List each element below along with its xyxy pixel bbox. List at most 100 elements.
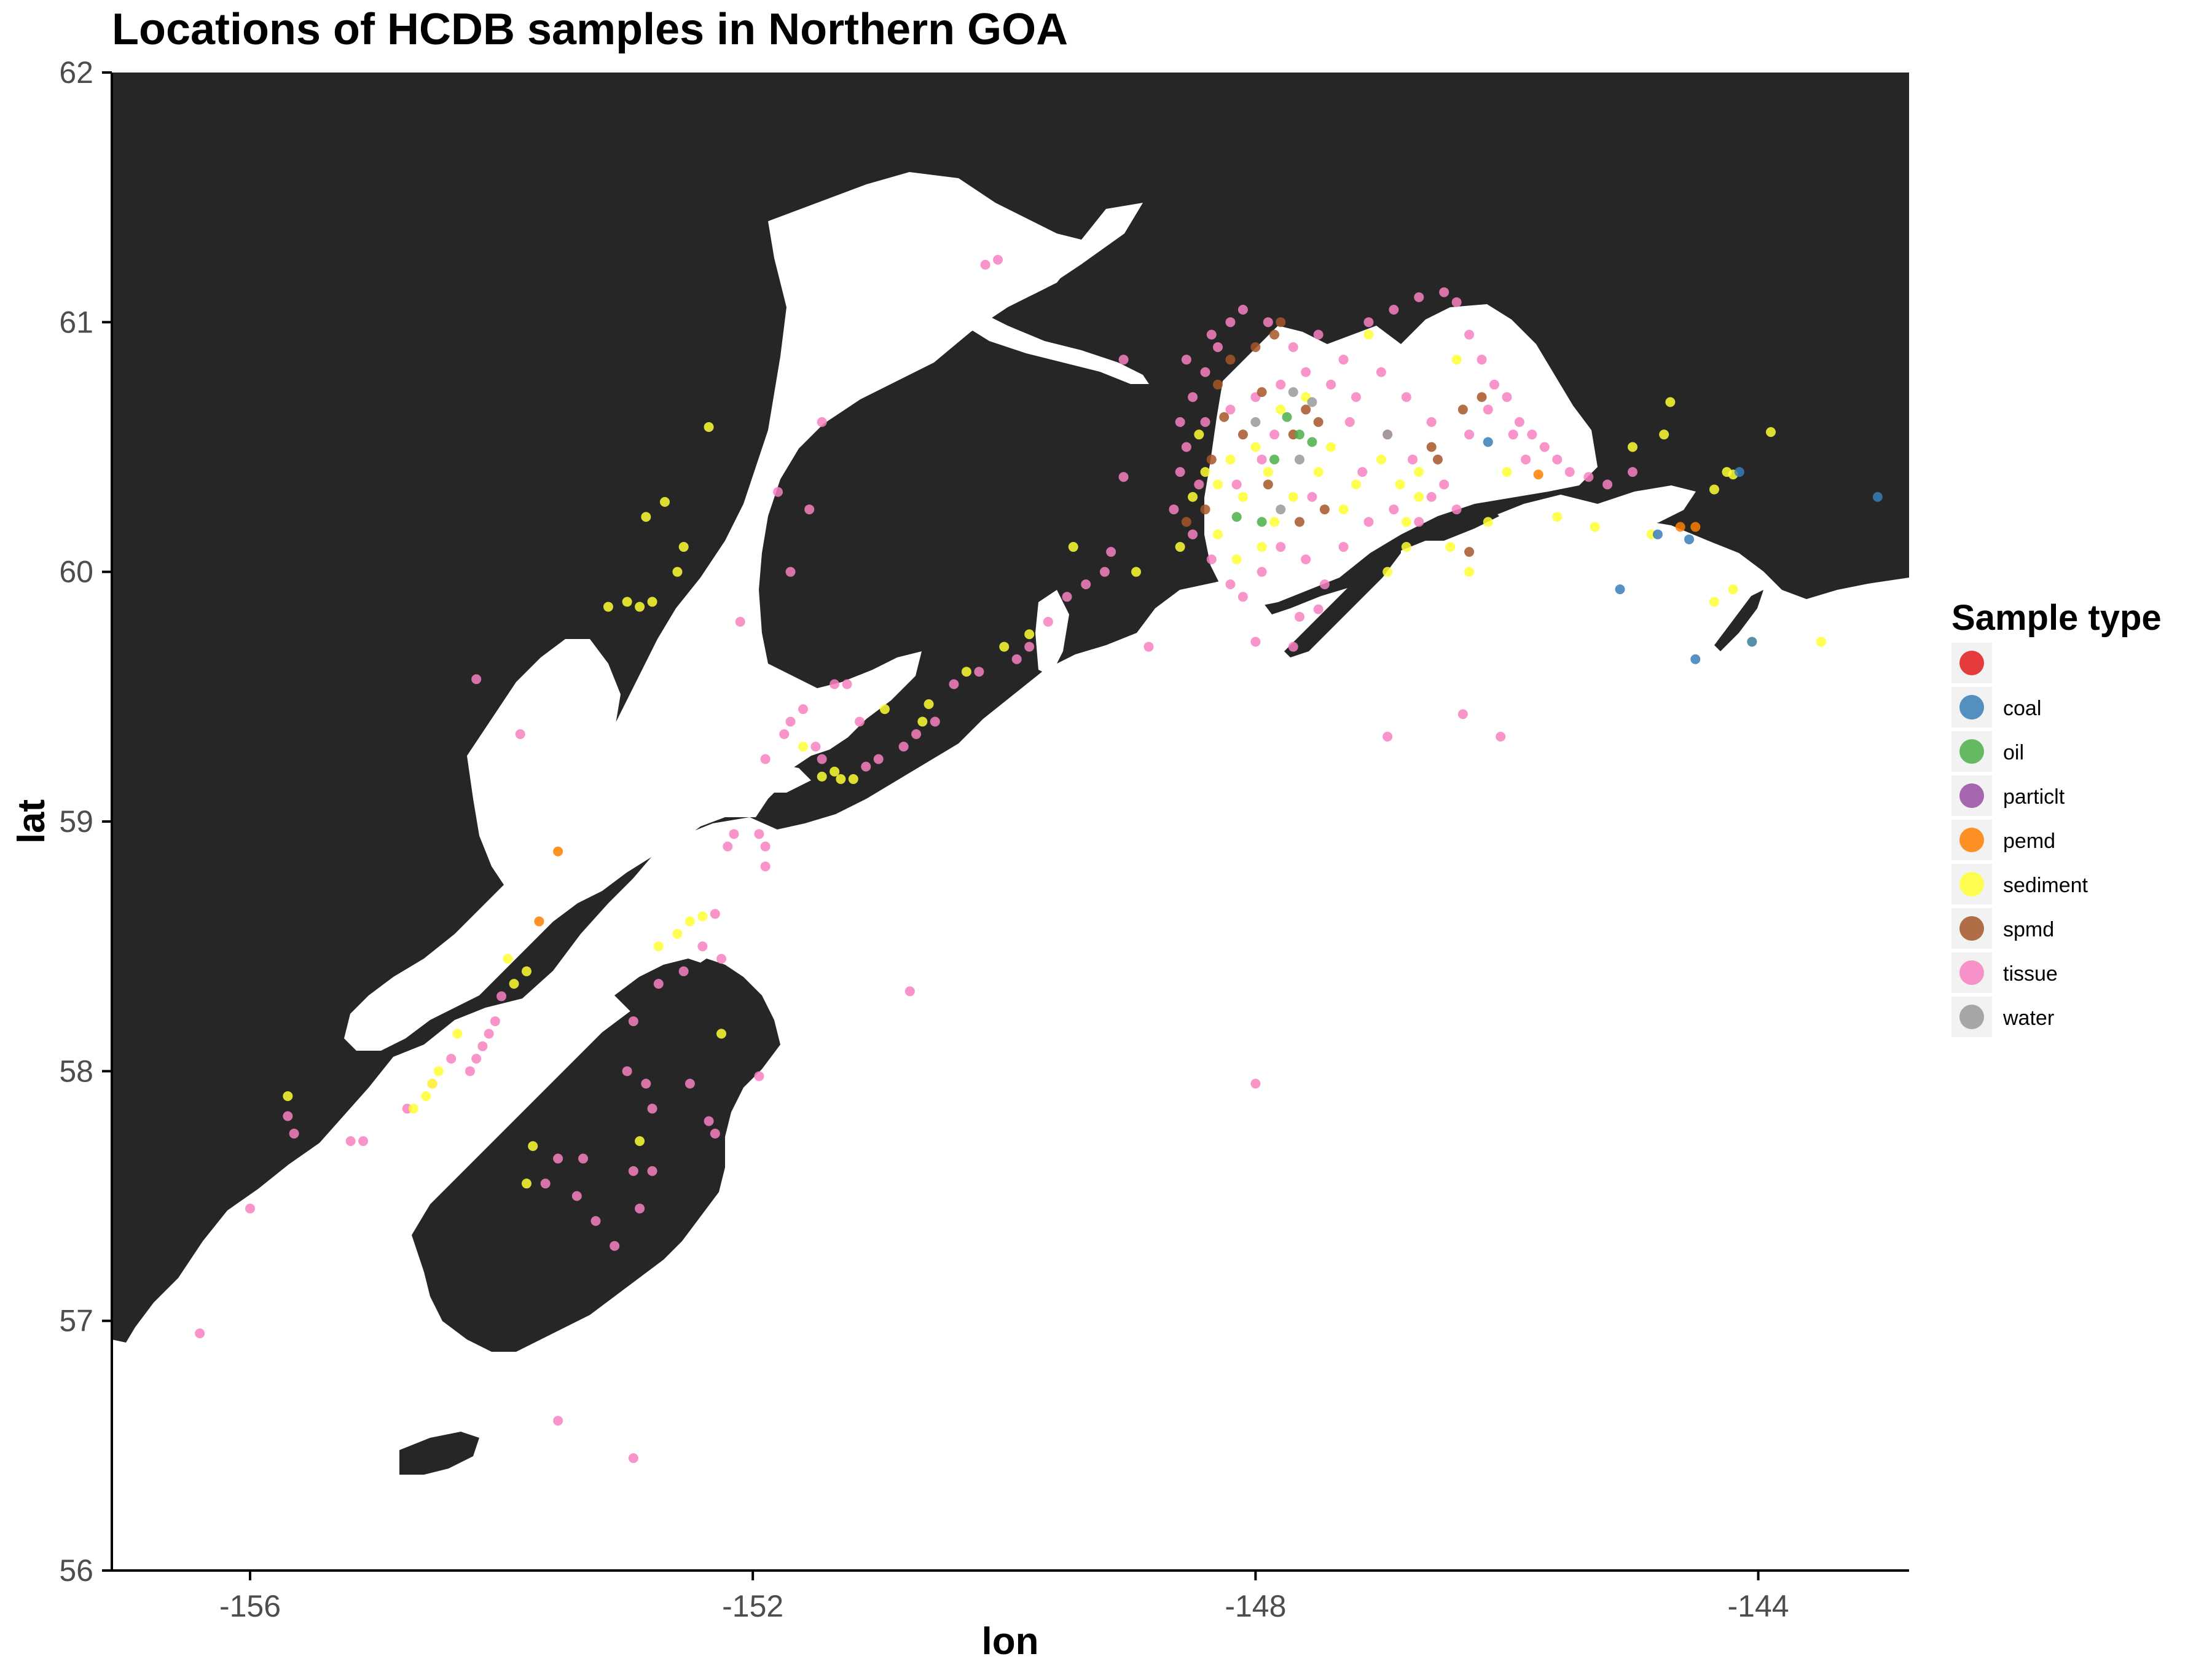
sample-point-spmd — [1250, 342, 1261, 352]
sample-point-spmd — [1219, 412, 1230, 422]
sample-point-tissue — [590, 1216, 601, 1226]
sample-point-tissue — [1363, 517, 1374, 527]
sample-point-tissue — [283, 1111, 293, 1121]
sample-point-oil — [1257, 517, 1267, 527]
resurrection-bay-water — [1035, 590, 1069, 676]
sample-point-tissue — [1426, 492, 1437, 502]
sample-point-tissue — [785, 716, 796, 727]
sample-point-sediment — [1628, 442, 1637, 452]
y-tick-label: 59 — [59, 804, 93, 839]
copper-river-water — [1598, 485, 1696, 528]
sample-point-tissue — [1439, 287, 1449, 297]
sample-point-spmd — [1457, 404, 1468, 415]
sample-point-tissue — [760, 754, 771, 764]
sample-point-tissue — [798, 704, 808, 715]
sample-point-tissue — [779, 729, 790, 739]
sample-point-tissue — [842, 679, 852, 689]
sample-point-tissue — [628, 1166, 638, 1176]
sample-point-sediment — [1188, 492, 1198, 502]
legend-items: coal oil particlt pemd sediment spmd tissue wat… — [1951, 643, 2088, 1037]
sample-point-tissue — [515, 729, 525, 739]
y-tick-label: 62 — [59, 55, 93, 90]
sample-point-oil — [1282, 412, 1292, 422]
sample-point-sediment — [1338, 504, 1349, 515]
sample-point-tissue — [1502, 392, 1512, 402]
sample-point-tissue — [1313, 329, 1324, 340]
legend-title: Sample type — [1951, 598, 2162, 638]
sample-point-sediment — [1250, 442, 1261, 452]
sample-point-sediment — [421, 1091, 431, 1101]
y-axis-title: lat — [10, 799, 53, 844]
sample-point-tissue — [1389, 504, 1399, 515]
legend-key-blank — [1959, 651, 1984, 675]
sample-point-tissue — [471, 674, 482, 684]
sample-point-tissue — [1237, 305, 1248, 315]
map-panel — [112, 73, 1909, 1571]
sample-point-sediment — [672, 567, 683, 577]
sample-point-tissue — [804, 504, 815, 515]
sample-point-tissue — [1188, 392, 1198, 402]
sample-point-sediment — [961, 667, 971, 677]
sample-point-pemd — [534, 916, 544, 927]
sample-point-tissue — [540, 1179, 551, 1189]
y-tick-label: 56 — [59, 1553, 93, 1588]
sample-point-tissue — [1118, 355, 1129, 365]
sample-point-tissue — [1357, 467, 1368, 477]
sample-point-tissue — [641, 1078, 651, 1089]
prince-william-sound-water — [1204, 304, 1598, 608]
sample-point-oil — [1307, 437, 1317, 447]
x-axis-title: lon — [982, 1620, 1039, 1659]
sample-point-tissue — [785, 567, 796, 577]
x-ticks: -156 -152 -148 -144 — [219, 1571, 1789, 1623]
sample-point-tissue — [1301, 554, 1311, 565]
sample-point-tissue — [1250, 637, 1261, 647]
sample-point-spmd — [1269, 329, 1280, 340]
sample-point-tissue — [471, 1054, 482, 1064]
sample-point-tissue — [1527, 429, 1537, 440]
hinchinbrook-island-land — [1426, 504, 1499, 541]
sample-point-tissue — [1313, 604, 1324, 614]
sample-point-tissue — [1194, 479, 1204, 490]
sample-point-tissue — [1338, 355, 1349, 365]
sample-point-tissue — [496, 991, 507, 1002]
sample-point-tissue — [477, 1041, 488, 1051]
sample-point-tissue — [1552, 454, 1563, 465]
sample-point-coal — [1734, 467, 1744, 477]
sample-point-tissue — [810, 742, 821, 752]
sample-point-tissue — [1062, 592, 1072, 602]
kamishak-bay-water — [467, 639, 621, 885]
knik-arm-water — [1014, 252, 1081, 295]
sample-point-tissue — [1181, 442, 1191, 452]
sample-point-water — [1288, 387, 1298, 398]
turnagain-arm-water — [965, 307, 1149, 384]
sample-point-sediment — [1237, 492, 1248, 502]
x-tick-label: -156 — [219, 1589, 281, 1623]
sample-point-coal — [1652, 529, 1663, 539]
sample-point-tissue — [855, 716, 865, 727]
sample-point-sediment — [1288, 492, 1298, 502]
trinity-islands-land — [399, 1432, 479, 1475]
sample-point-sediment — [798, 742, 808, 752]
sample-point-tissue — [1099, 567, 1110, 577]
sample-point-coal — [1747, 637, 1757, 647]
sample-point-tissue — [635, 1203, 645, 1214]
sample-point-sediment — [635, 1136, 645, 1147]
sample-point-tissue — [1276, 542, 1286, 552]
sample-point-tissue — [1081, 579, 1091, 589]
y-tick-label: 60 — [59, 555, 93, 589]
sample-point-tissue — [1602, 479, 1613, 490]
sample-point-sediment — [528, 1141, 538, 1151]
sample-point-water — [1294, 454, 1304, 465]
sample-point-tissue — [1175, 417, 1185, 427]
sample-point-sediment — [1313, 467, 1324, 477]
sample-point-tissue — [1294, 611, 1304, 622]
sample-point-sediment — [704, 422, 714, 432]
sample-point-tissue — [1414, 517, 1424, 527]
sample-point-sediment — [1483, 517, 1493, 527]
sample-point-sediment — [1276, 404, 1286, 415]
sample-point-sediment — [716, 1029, 727, 1039]
sample-point-coal — [1684, 534, 1695, 544]
sample-point-sediment — [836, 774, 846, 784]
legend-label: particlt — [2003, 785, 2065, 809]
sample-point-sediment — [1213, 479, 1223, 490]
